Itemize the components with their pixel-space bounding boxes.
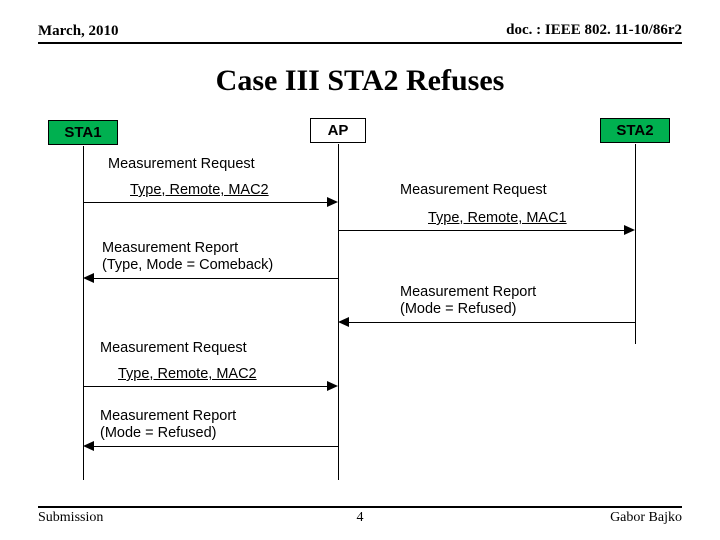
msg-rep2: Measurement Report (Mode = Refused) [400, 284, 536, 317]
arrow-4-head [338, 317, 349, 327]
msg-req3: Measurement Request [100, 340, 247, 357]
arrow-1 [83, 202, 327, 203]
node-ap-label: AP [328, 122, 349, 139]
arrow-2 [338, 230, 624, 231]
arrow-5 [83, 386, 327, 387]
arrow-2-head [624, 225, 635, 235]
header-date: March, 2010 [38, 23, 119, 39]
lifeline-sta2 [635, 144, 636, 344]
node-sta2-label: STA2 [616, 122, 653, 139]
arrow-5-head [327, 381, 338, 391]
msg-req1-sub: Type, Remote, MAC2 [130, 182, 269, 198]
msg-req3-sub: Type, Remote, MAC2 [118, 366, 257, 382]
arrow-3 [94, 278, 338, 279]
node-sta1: STA1 [48, 120, 118, 145]
footer: Submission 4 Gabor Bajko [38, 506, 682, 526]
node-ap: AP [310, 118, 366, 143]
footer-author: Gabor Bajko [610, 510, 682, 526]
header-doc: doc. : IEEE 802. 11-10/86r2 [506, 22, 682, 39]
header: March, 2010 doc. : IEEE 802. 11-10/86r2 [38, 22, 682, 44]
arrow-6-head [83, 441, 94, 451]
lifeline-ap [338, 144, 339, 480]
msg-req2: Measurement Request [400, 182, 547, 199]
arrow-6 [94, 446, 338, 447]
msg-req2-sub: Type, Remote, MAC1 [428, 210, 567, 226]
lifeline-sta1 [83, 146, 84, 480]
msg-rep3: Measurement Report (Mode = Refused) [100, 408, 236, 441]
footer-page: 4 [357, 510, 364, 526]
slide-page: March, 2010 doc. : IEEE 802. 11-10/86r2 … [0, 0, 720, 540]
msg-rep1: Measurement Report (Type, Mode = Comebac… [102, 240, 273, 273]
arrow-1-head [327, 197, 338, 207]
node-sta1-label: STA1 [64, 124, 101, 141]
node-sta2: STA2 [600, 118, 670, 143]
footer-left: Submission [38, 510, 103, 525]
msg-req1: Measurement Request [108, 156, 255, 173]
arrow-3-head [83, 273, 94, 283]
page-title: Case III STA2 Refuses [0, 64, 720, 98]
arrow-4 [349, 322, 635, 323]
